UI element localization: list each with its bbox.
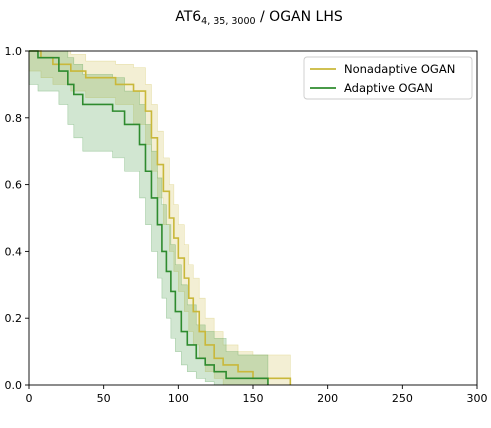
legend-box <box>303 56 473 100</box>
x-tick-label: 150 <box>243 392 264 405</box>
y-axis: 0.0 0.2 0.4 0.6 0.8 1.0 <box>5 45 29 392</box>
y-tick-label: 0.6 <box>5 179 23 192</box>
y-tick-label: 0.0 <box>5 379 23 392</box>
chart-title-base: AT6 <box>175 9 201 25</box>
x-axis: 0 50 100 150 200 250 300 <box>26 385 488 405</box>
x-tick-label: 300 <box>467 392 488 405</box>
adaptive-ogan-legend-label: Adaptive OGAN <box>344 81 433 95</box>
y-tick-label: 0.4 <box>5 245 23 258</box>
nonadaptive-ogan-legend-label: Nonadaptive OGAN <box>344 62 455 76</box>
x-tick-label: 200 <box>317 392 338 405</box>
series-lines <box>29 50 292 385</box>
x-tick-label: 250 <box>392 392 413 405</box>
x-tick-label: 50 <box>97 392 111 405</box>
nonadaptive-ogan-line <box>29 50 292 385</box>
chart-title-subscript: 4, 35, 3000 <box>201 16 255 27</box>
confidence-bands <box>28 50 291 386</box>
x-tick-label: 0 <box>26 392 33 405</box>
adaptive-ogan-line <box>29 50 269 385</box>
legend: Nonadaptive OGAN Adaptive OGAN <box>303 56 473 100</box>
y-tick-label: 1.0 <box>5 45 23 58</box>
y-tick-label: 0.8 <box>5 112 23 125</box>
x-tick-label: 100 <box>168 392 189 405</box>
chart-title: AT64, 35, 3000 / OGAN LHS <box>175 9 343 27</box>
chart-title-suffix: / OGAN LHS <box>256 9 343 25</box>
y-tick-label: 0.2 <box>5 312 23 325</box>
